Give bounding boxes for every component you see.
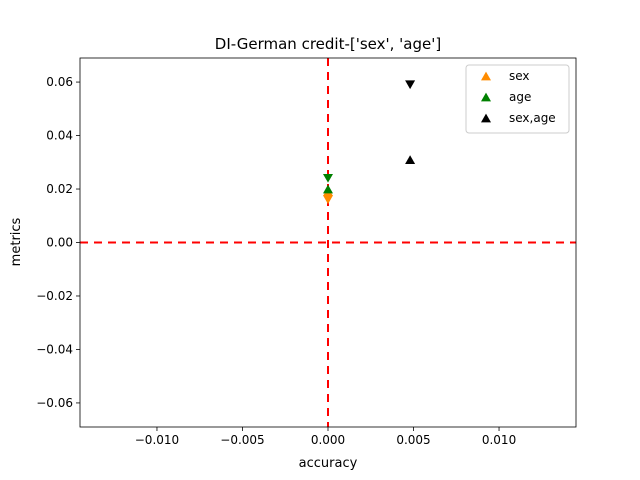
legend-marker [481,113,491,123]
reference-lines [80,58,576,427]
data-point-age [323,173,333,183]
x-tick-label: −0.005 [220,433,264,447]
legend-marker [481,92,491,102]
y-axis-ticks: −0.06 −0.04 −0.02 0.00 0.02 0.04 0.06 [36,75,80,410]
y-tick-label: 0.06 [46,75,73,89]
data-point-sex-age [405,155,416,164]
legend: sex age sex,age [465,64,570,134]
legend-box [465,64,570,134]
y-tick-label: 0.02 [46,182,73,196]
x-tick-label: 0.005 [396,433,430,447]
y-axis-label: metrics [9,217,24,266]
legend-marker [481,71,491,81]
x-axis-label: accuracy [299,456,358,471]
y-tick-label: 0.00 [46,236,73,250]
legend-label: sex [509,69,530,83]
y-tick-label: 0.04 [46,129,73,143]
x-tick-label: −0.010 [135,433,179,447]
data-points [323,80,416,205]
x-tick-label: 0.010 [482,433,516,447]
legend-label: sex,age [509,111,556,125]
x-axis-ticks: −0.010 −0.005 0.000 0.005 0.010 [135,427,516,447]
chart-title: DI-German credit-['sex', 'age'] [215,35,441,53]
data-point-age [323,184,333,194]
y-tick-label: −0.06 [36,396,73,410]
y-tick-label: −0.04 [36,342,73,356]
data-point-sex [323,195,333,205]
y-tick-label: −0.02 [36,289,73,303]
data-point-sex-age [405,80,416,90]
x-tick-label: 0.000 [311,433,345,447]
legend-label: age [509,90,531,104]
